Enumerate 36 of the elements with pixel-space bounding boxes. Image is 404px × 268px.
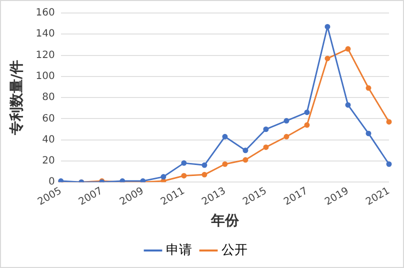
point	[284, 118, 290, 124]
point	[263, 126, 269, 132]
y-tick-label: 0	[48, 176, 55, 188]
point	[242, 148, 248, 154]
x-axis-title: 年份	[210, 213, 240, 230]
point	[263, 144, 269, 150]
legend-label: 公开	[222, 242, 248, 258]
y-tick-label: 100	[36, 71, 55, 82]
y-tick-label: 160	[36, 8, 55, 19]
y-tick-label: 120	[36, 50, 55, 61]
point	[181, 172, 187, 178]
point	[181, 160, 187, 166]
point	[202, 162, 208, 168]
y-tick-label: 80	[42, 92, 55, 104]
point	[366, 85, 372, 91]
y-tick-label: 40	[42, 134, 55, 146]
point	[222, 161, 228, 167]
y-tick-label: 140	[36, 28, 55, 40]
point	[324, 24, 330, 30]
point	[304, 110, 310, 116]
point	[386, 119, 392, 125]
point	[222, 134, 228, 140]
y-tick-label: 60	[42, 113, 55, 124]
point	[345, 102, 351, 108]
y-tick-label: 20	[42, 156, 55, 167]
point	[160, 174, 166, 180]
point	[366, 130, 372, 136]
point	[202, 172, 208, 178]
point	[242, 157, 248, 163]
point	[304, 122, 310, 128]
point	[284, 134, 290, 140]
point	[386, 161, 392, 167]
point	[324, 56, 330, 62]
point	[345, 46, 351, 52]
legend-label: 申请	[166, 242, 192, 258]
y-axis-title: 专利数量/件	[8, 60, 26, 136]
